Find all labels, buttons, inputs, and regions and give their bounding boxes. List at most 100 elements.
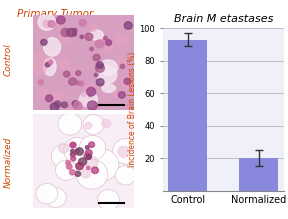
Circle shape [75, 171, 81, 176]
Circle shape [52, 91, 63, 101]
Circle shape [124, 22, 132, 29]
Circle shape [72, 101, 79, 107]
Circle shape [87, 166, 90, 170]
Text: Control: Control [3, 43, 12, 76]
Circle shape [87, 87, 96, 96]
Circle shape [115, 34, 128, 46]
Ellipse shape [99, 60, 118, 75]
Circle shape [59, 58, 70, 69]
Circle shape [32, 53, 43, 62]
Circle shape [96, 64, 105, 72]
Circle shape [51, 144, 77, 168]
Circle shape [113, 138, 140, 164]
Circle shape [94, 73, 98, 77]
Circle shape [120, 64, 125, 69]
Circle shape [72, 28, 77, 33]
Circle shape [57, 16, 65, 24]
Circle shape [67, 28, 75, 37]
Circle shape [36, 184, 58, 204]
Circle shape [118, 92, 125, 98]
Circle shape [73, 102, 82, 110]
Circle shape [96, 79, 104, 86]
Circle shape [85, 33, 93, 40]
Ellipse shape [43, 38, 61, 56]
Circle shape [75, 149, 79, 153]
Circle shape [76, 159, 108, 189]
Circle shape [43, 20, 51, 28]
Circle shape [79, 135, 106, 160]
Circle shape [85, 84, 97, 95]
Circle shape [58, 31, 72, 44]
Circle shape [71, 156, 76, 161]
Circle shape [86, 155, 91, 159]
Circle shape [46, 95, 53, 102]
Circle shape [90, 26, 96, 31]
Circle shape [78, 81, 84, 86]
Circle shape [62, 102, 68, 108]
Circle shape [81, 169, 90, 178]
Circle shape [80, 35, 84, 39]
Circle shape [41, 37, 48, 43]
Bar [168, 40, 207, 191]
Circle shape [102, 119, 111, 128]
Circle shape [46, 62, 50, 67]
Ellipse shape [90, 30, 103, 40]
Circle shape [41, 39, 47, 45]
Circle shape [45, 188, 66, 207]
Circle shape [61, 28, 70, 36]
Ellipse shape [79, 92, 98, 107]
Circle shape [93, 54, 100, 61]
Circle shape [104, 36, 107, 40]
Circle shape [41, 91, 50, 99]
Circle shape [85, 122, 92, 129]
Circle shape [84, 153, 91, 159]
Circle shape [113, 91, 118, 97]
Ellipse shape [97, 66, 117, 84]
Circle shape [33, 62, 46, 75]
Circle shape [67, 164, 72, 169]
Circle shape [58, 113, 82, 135]
Circle shape [95, 40, 104, 48]
Circle shape [76, 163, 83, 170]
Circle shape [88, 93, 92, 97]
Ellipse shape [38, 14, 55, 30]
Circle shape [106, 44, 114, 51]
Circle shape [88, 101, 97, 110]
Circle shape [70, 142, 76, 148]
Circle shape [76, 71, 81, 76]
Circle shape [102, 38, 107, 43]
Circle shape [71, 149, 74, 153]
Circle shape [69, 78, 77, 85]
Circle shape [105, 40, 111, 45]
Text: Primary Tumor: Primary Tumor [17, 9, 93, 19]
Circle shape [124, 78, 131, 85]
Circle shape [83, 115, 104, 134]
Circle shape [82, 93, 86, 97]
Ellipse shape [102, 84, 115, 92]
Circle shape [58, 143, 69, 153]
Circle shape [50, 103, 59, 111]
Circle shape [97, 190, 120, 210]
Circle shape [115, 166, 136, 185]
Circle shape [77, 81, 80, 85]
Circle shape [64, 138, 92, 164]
Circle shape [75, 148, 83, 155]
Circle shape [49, 60, 53, 64]
Bar [239, 158, 278, 191]
Circle shape [70, 142, 75, 148]
Circle shape [48, 21, 55, 27]
Circle shape [71, 143, 97, 168]
Circle shape [70, 152, 75, 157]
Ellipse shape [43, 58, 56, 76]
Circle shape [72, 32, 77, 36]
Circle shape [92, 167, 98, 174]
Circle shape [89, 142, 94, 147]
Circle shape [118, 57, 125, 64]
Circle shape [79, 19, 86, 26]
Text: Normalized: Normalized [3, 136, 12, 188]
Circle shape [84, 156, 98, 169]
Circle shape [118, 146, 130, 157]
Title: Brain M etastases: Brain M etastases [173, 14, 273, 23]
Circle shape [57, 20, 63, 26]
Circle shape [69, 170, 75, 175]
